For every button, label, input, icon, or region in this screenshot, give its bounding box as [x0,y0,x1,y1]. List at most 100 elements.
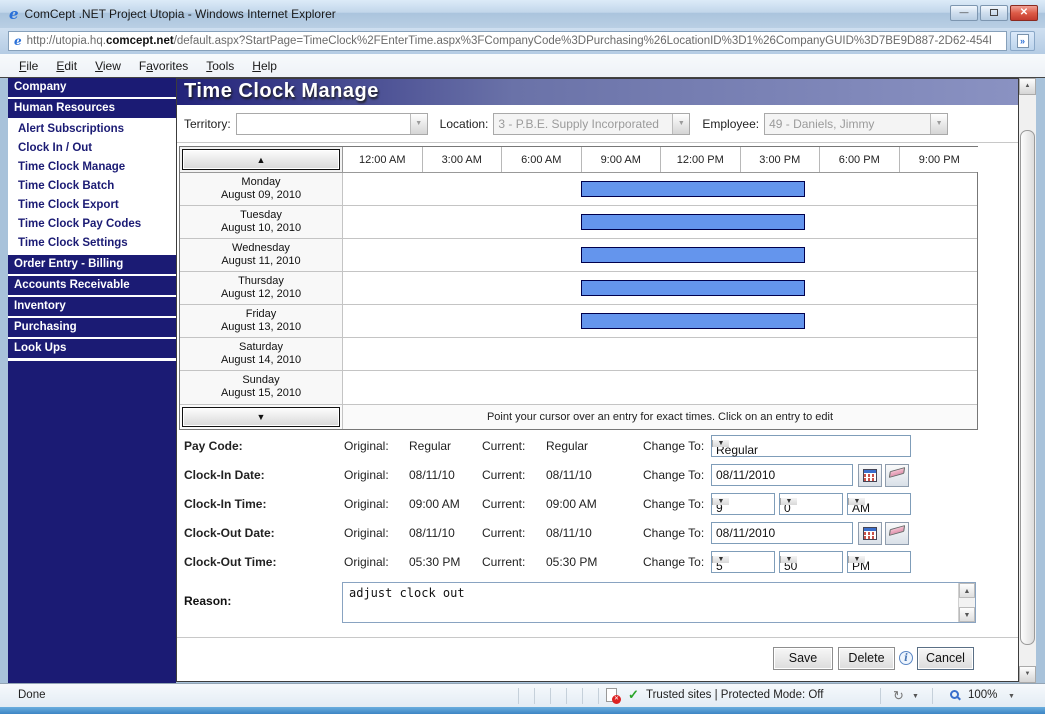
clock-in-clear-button[interactable] [885,464,909,487]
reason-text[interactable]: adjust clock out [349,586,465,600]
reason-scrollbar[interactable]: ▲ ▼ [958,583,975,622]
url-text: http://utopia.hq.comcept.net/default.asp… [26,35,992,47]
reason-textarea[interactable]: adjust clock out ▲ ▼ [342,582,976,623]
scrollbar-down-icon[interactable]: ▼ [1019,666,1036,683]
minimize-button[interactable]: — [950,5,978,21]
time-entry-bar[interactable] [580,214,806,230]
window-title: ComCept .NET Project Utopia - Windows In… [24,7,336,21]
delete-button[interactable]: Delete [838,647,895,670]
chevron-down-icon[interactable]: ▼ [912,693,919,700]
compatibility-view-icon[interactable]: ↻ [893,688,904,703]
scrollbar-thumb[interactable] [1020,130,1035,645]
clock-in-minute-select[interactable]: 0 ▼ [779,493,843,515]
zoom-level[interactable]: 100% [968,689,998,701]
scroll-down-icon[interactable]: ▼ [959,607,975,622]
territory-select[interactable]: ▼ [235,112,428,135]
sidebar-header-purchasing[interactable]: Purchasing [8,318,176,337]
clock-out-time-label: Clock-Out Time: [184,555,277,569]
menu-tools[interactable]: Tools [206,58,235,73]
employee-select[interactable]: 49 - Daniels, Jimmy ▼ [764,112,949,135]
clock-in-ampm-select[interactable]: AM ▼ [847,493,911,515]
close-button[interactable]: ✕ [1010,5,1038,21]
vertical-scrollbar[interactable]: ▲ ▼ [1019,78,1036,683]
sidebar-item-time-clock-batch[interactable]: Time Clock Batch [8,177,176,196]
time-grid-header: ▲ 12:00 AM 3:00 AM 6:00 AM 9:00 AM 12:00… [180,147,979,173]
time-column-header: 9:00 AM [581,147,661,172]
scrollbar-up-icon[interactable]: ▲ [1019,78,1036,95]
chevron-down-icon: ▼ [712,498,729,505]
current-label: Current: [482,555,526,569]
zoom-magnifier-icon[interactable] [950,690,959,699]
clock-in-calendar-button[interactable] [858,464,882,487]
save-button[interactable]: Save [773,647,833,670]
clock-out-date-input[interactable] [711,522,853,544]
sidebar-item-time-clock-manage[interactable]: Time Clock Manage [8,158,176,177]
menu-help[interactable]: Help [252,58,277,73]
sidebar-nav: Company Human Resources Alert Subscripti… [8,78,176,683]
title-bar[interactable]: e ComCept .NET Project Utopia - Windows … [0,0,1045,28]
cancel-button[interactable]: Cancel [917,647,974,670]
clock-out-minute-select[interactable]: 50 ▼ [779,551,843,573]
sidebar-header-human-resources[interactable]: Human Resources [8,99,176,118]
clock-out-ampm-select[interactable]: PM ▼ [847,551,911,573]
calendar-icon [863,527,877,540]
chevron-down-icon[interactable]: ▼ [1008,693,1015,700]
url-input[interactable]: e http://utopia.hq.comcept.net/default.a… [8,31,1007,51]
sidebar-header-look-ups[interactable]: Look Ups [8,339,176,358]
sidebar-header-inventory[interactable]: Inventory [8,297,176,316]
clock-in-date-input[interactable] [711,464,853,486]
menu-edit[interactable]: Edit [56,58,78,73]
page-favicon-icon: e [14,34,22,48]
sidebar-item-alert-subscriptions[interactable]: Alert Subscriptions [8,120,176,139]
scroll-days-up-button[interactable]: ▲ [182,149,340,170]
chevron-down-icon: ▼ [780,498,797,505]
sidebar-item-clock-in-out[interactable]: Clock In / Out [8,139,176,158]
info-icon[interactable]: i [899,651,913,665]
clock-in-time-label: Clock-In Time: [184,497,267,511]
time-entry-bar[interactable] [580,247,806,263]
clock-out-hour-select[interactable]: 5 ▼ [711,551,775,573]
day-row-sunday: Sunday August 15, 2010 [180,371,977,404]
day-row-wednesday: Wednesday August 11, 2010 [180,239,977,272]
sidebar-header-company[interactable]: Company [8,78,176,97]
menu-favorites[interactable]: Favorites [138,58,189,73]
clock-out-clear-button[interactable] [885,522,909,545]
change-to-label: Change To: [643,439,705,453]
day-row-tuesday: Tuesday August 10, 2010 [180,206,977,239]
ie-logo-icon: e [9,5,19,23]
day-label: Friday August 13, 2010 [180,305,343,337]
clock-out-calendar-button[interactable] [858,522,882,545]
eraser-icon [888,467,906,478]
sidebar-item-time-clock-export[interactable]: Time Clock Export [8,196,176,215]
time-entry-bar[interactable] [580,313,806,329]
maximize-icon [990,9,998,16]
maximize-button[interactable] [980,5,1008,21]
sidebar-item-time-clock-pay-codes[interactable]: Time Clock Pay Codes [8,215,176,234]
clock-in-time-row: Clock-In Time: Original: 09:00 AM Curren… [177,493,1018,517]
scroll-days-down-button[interactable]: ▼ [182,407,340,427]
clock-in-date-label: Clock-In Date: [184,468,265,482]
main-content: Time Clock Manage Territory: ▼ Location:… [176,78,1019,682]
change-to-label: Change To: [643,555,705,569]
time-entry-bar[interactable] [580,280,806,296]
chevron-down-icon: ▼ [780,556,797,563]
menu-view[interactable]: View [95,58,121,73]
time-entry-bar[interactable] [580,181,806,197]
sidebar-header-order-entry-billing[interactable]: Order Entry - Billing [8,255,176,274]
original-label: Original: [344,526,389,540]
chevron-down-icon: ▼ [409,113,427,134]
go-button[interactable]: » [1010,31,1035,51]
menu-file[interactable]: File [19,58,39,73]
pay-code-select[interactable]: Regular ▼ [711,435,911,457]
sidebar-header-accounts-receivable[interactable]: Accounts Receivable [8,276,176,295]
original-label: Original: [344,555,389,569]
sidebar-filler [8,361,176,683]
scroll-up-icon[interactable]: ▲ [959,583,975,598]
sidebar-item-time-clock-settings[interactable]: Time Clock Settings [8,234,176,253]
clock-in-hour-select[interactable]: 9 ▼ [711,493,775,515]
location-select[interactable]: 3 - P.B.E. Supply Incorporated ▼ [493,112,691,135]
clock-in-date-row: Clock-In Date: Original: 08/11/10 Curren… [177,464,1018,488]
time-column-header: 9:00 PM [899,147,979,172]
time-column-header: 12:00 PM [661,147,741,172]
